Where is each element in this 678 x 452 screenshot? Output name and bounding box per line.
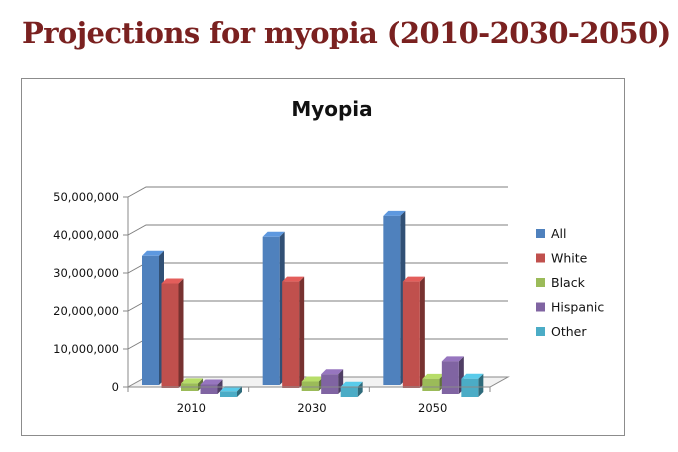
- legend-swatch: [536, 229, 545, 238]
- bar-hispanic-2030: [321, 369, 344, 394]
- bar-front: [262, 236, 280, 385]
- bar-top: [422, 373, 445, 379]
- bar-side: [299, 276, 305, 388]
- legend-label: All: [551, 226, 567, 241]
- bar-black-2050: [422, 373, 445, 391]
- bar-black-2010: [181, 378, 203, 391]
- bar-front: [142, 255, 159, 385]
- y-tick-label: 40,000,000: [53, 228, 119, 242]
- x-tick-label: 2030: [297, 401, 326, 415]
- y-axis-ticks: 0 10,000,000 20,000,000 30,000,000 40,000,00…: [53, 190, 128, 394]
- chart-frame: Myopia 0 10,000,000 20,000,000 30,000,000 40…: [21, 78, 625, 436]
- bar-side: [178, 278, 184, 388]
- bar-other-2010: [220, 386, 242, 397]
- bar-front: [321, 374, 339, 394]
- legend-swatch: [536, 327, 545, 336]
- page-title: Projections for myopia (2010-2030-2050): [22, 16, 671, 50]
- legend-item-white: White: [536, 251, 588, 266]
- bar-front: [441, 361, 459, 394]
- gridline: [127, 262, 508, 274]
- legend-item-all: All: [536, 226, 567, 241]
- bar-side: [419, 276, 425, 388]
- gridline: [127, 338, 508, 350]
- bar-all-2010: [142, 250, 164, 385]
- y-tick-label: 20,000,000: [53, 304, 119, 318]
- bar-front: [340, 386, 358, 397]
- chart-bars: [142, 210, 484, 397]
- gridline: [127, 186, 508, 198]
- bar-top: [262, 231, 285, 237]
- x-axis-ticks: 2010 2030 2050: [127, 386, 491, 415]
- bar-side: [357, 381, 363, 397]
- bar-top: [282, 276, 305, 282]
- y-tick-label: 30,000,000: [53, 266, 119, 280]
- y-tick-label: 50,000,000: [53, 190, 119, 204]
- bar-white-2010: [161, 278, 184, 388]
- legend-item-hispanic: Hispanic: [536, 300, 604, 315]
- bar-front: [161, 283, 179, 388]
- legend-swatch: [536, 253, 545, 263]
- bar-top: [321, 369, 344, 375]
- chart-gridlines: [127, 186, 508, 350]
- bar-front: [422, 378, 440, 391]
- bar-other-2030: [340, 381, 363, 397]
- legend-label: Black: [551, 275, 586, 290]
- bar-front: [282, 281, 300, 388]
- bar-top: [301, 376, 324, 382]
- chart-legend: All White Black Hispanic Other: [536, 226, 604, 339]
- bar-top: [461, 373, 484, 379]
- bar-side: [478, 373, 484, 397]
- bar-front: [220, 391, 237, 397]
- legend-swatch: [536, 278, 545, 287]
- gridline: [127, 300, 508, 312]
- bar-front: [461, 378, 479, 397]
- chart-title: Myopia: [291, 97, 372, 121]
- bar-other-2050: [461, 373, 484, 397]
- bar-white-2050: [402, 276, 425, 388]
- legend-swatch: [536, 302, 545, 312]
- bar-top: [340, 381, 363, 387]
- bar-top: [161, 278, 184, 284]
- bar-front: [383, 215, 401, 385]
- bar-top: [181, 378, 203, 384]
- bar-top: [200, 379, 223, 385]
- gridline: [127, 224, 508, 236]
- x-tick-label: 2010: [177, 401, 206, 415]
- bar-top: [402, 276, 425, 282]
- y-tick-label: 10,000,000: [53, 342, 119, 356]
- bar-white-2030: [282, 276, 305, 388]
- legend-item-black: Black: [536, 275, 586, 290]
- bar-front: [402, 281, 420, 388]
- bar-all-2030: [262, 231, 285, 385]
- y-tick-label: 0: [112, 380, 119, 394]
- bar-front: [301, 381, 319, 391]
- bar-side: [237, 386, 242, 397]
- legend-item-other: Other: [536, 324, 587, 339]
- bar-all-2050: [383, 210, 406, 385]
- bar-front: [200, 384, 218, 394]
- legend-label: Hispanic: [551, 300, 604, 315]
- bar-top: [441, 356, 464, 362]
- bar-black-2030: [301, 376, 324, 391]
- bar-top: [383, 210, 406, 216]
- myopia-chart: Myopia 0 10,000,000 20,000,000 30,000,000 40…: [53, 97, 604, 415]
- x-tick-label: 2050: [418, 401, 447, 415]
- legend-label: White: [551, 251, 588, 266]
- legend-label: Other: [551, 324, 587, 339]
- bar-top: [220, 386, 242, 392]
- bar-hispanic-2050: [441, 356, 464, 394]
- bar-top: [142, 250, 164, 256]
